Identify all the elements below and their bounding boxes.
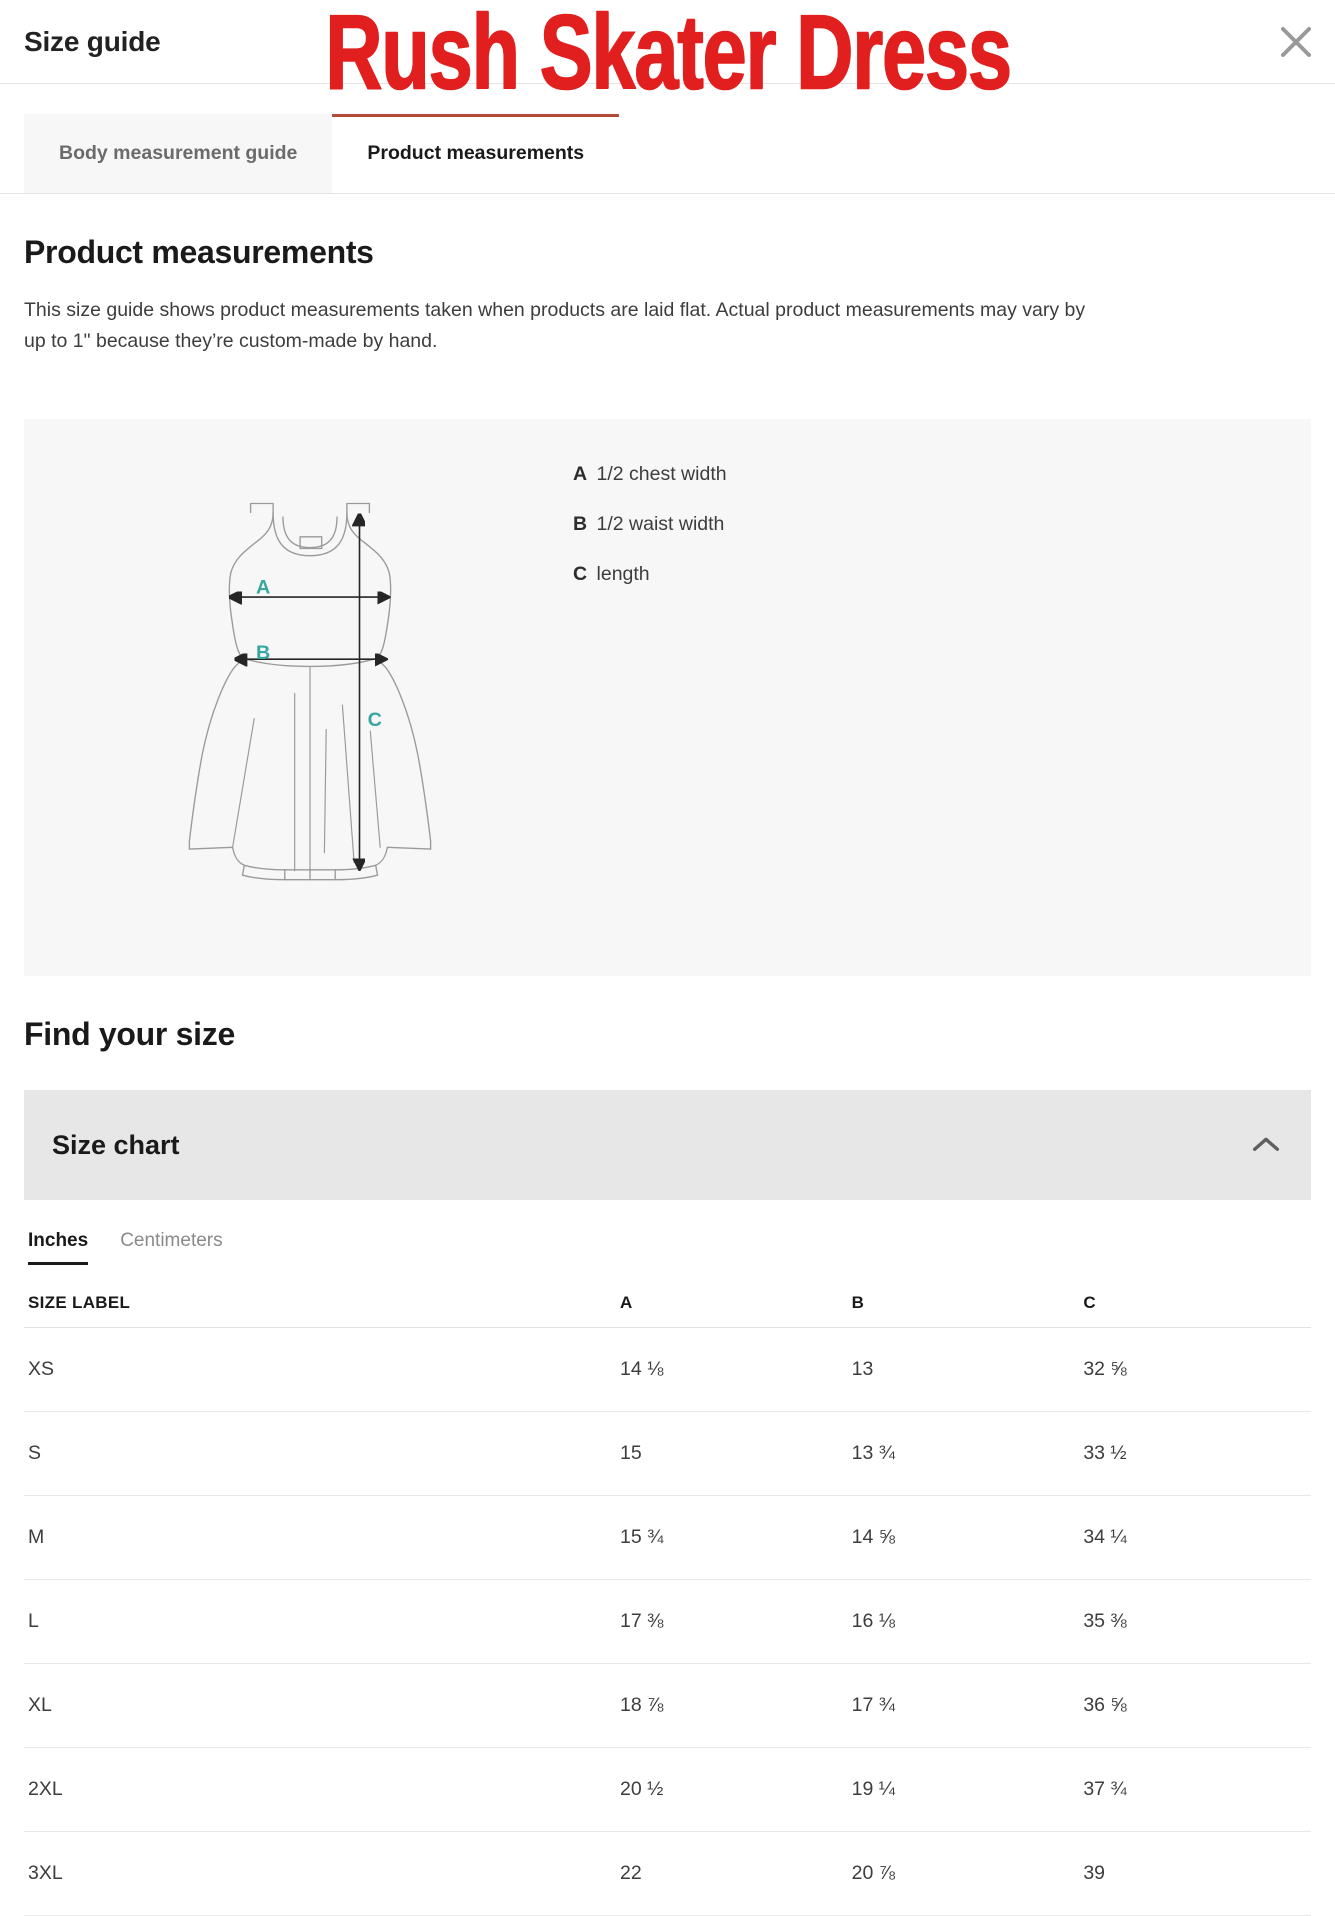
svg-text:C: C xyxy=(368,709,382,731)
svg-text:A: A xyxy=(256,577,270,599)
svg-text:B: B xyxy=(256,642,270,664)
